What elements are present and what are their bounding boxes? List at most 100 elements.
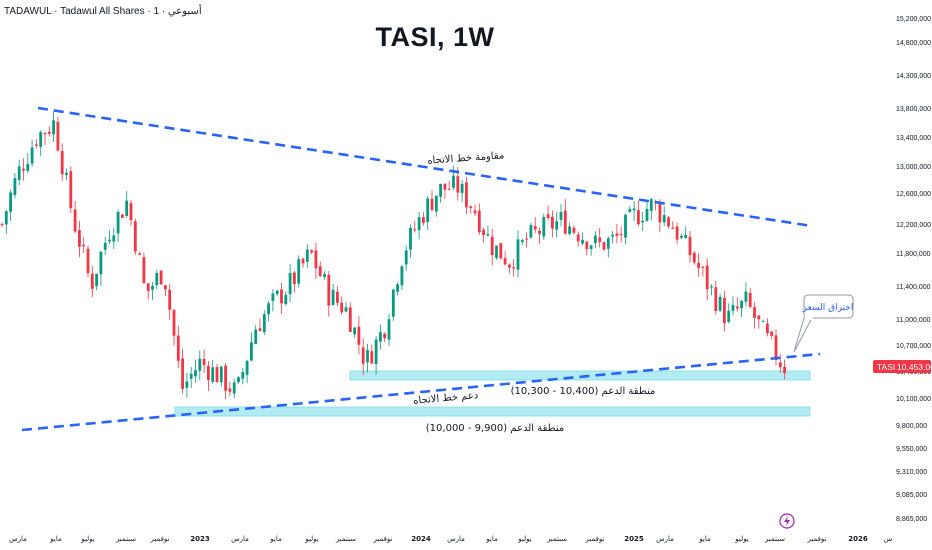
candle-body xyxy=(396,284,399,292)
candle-body xyxy=(783,366,786,374)
candles xyxy=(0,111,786,399)
x-tick-label: سبتمبر xyxy=(764,535,785,543)
x-tick-label: مارس xyxy=(656,535,674,543)
candle-body xyxy=(774,335,778,360)
candle-body xyxy=(348,307,352,333)
candle-body xyxy=(430,198,434,211)
x-tick-label: سبتمبر xyxy=(335,535,356,543)
candle-body xyxy=(284,294,288,305)
candle-body xyxy=(280,289,283,304)
candle-body xyxy=(52,120,55,135)
candle-body xyxy=(116,211,120,234)
candle-body xyxy=(422,217,425,224)
candle-body xyxy=(13,178,17,196)
candle-body xyxy=(637,210,640,225)
candle-body xyxy=(95,273,98,287)
candle-body xyxy=(529,224,533,238)
candle-body xyxy=(69,171,73,208)
candle-body xyxy=(202,359,206,366)
y-tick-label: 12,600,000 xyxy=(896,191,931,198)
candle-body xyxy=(662,215,666,223)
candle-body xyxy=(129,203,133,221)
candle-body xyxy=(409,227,412,250)
candle-body xyxy=(546,214,550,218)
breakout-callout: اختراق السعر xyxy=(793,294,854,353)
candle-body xyxy=(447,188,451,190)
x-tick-label: مايو xyxy=(269,535,282,543)
candle-body xyxy=(73,209,77,232)
x-tick-label: سبتمبر xyxy=(546,535,567,543)
candle-body xyxy=(533,226,537,230)
candle-body xyxy=(9,192,12,212)
candle-body xyxy=(207,365,210,380)
candle-body xyxy=(469,206,473,209)
y-tick-label: 10,100,000 xyxy=(896,396,931,403)
candle-body xyxy=(219,366,223,383)
candle-body xyxy=(520,239,524,242)
candle-body xyxy=(168,289,172,310)
candle-body xyxy=(761,320,765,322)
candle-body xyxy=(628,209,632,212)
x-tick-label: مايو xyxy=(49,535,62,543)
candle-body xyxy=(262,314,266,333)
candle-body xyxy=(748,292,752,307)
candle-body xyxy=(649,199,653,211)
candle-body xyxy=(576,234,580,242)
candle-body xyxy=(336,291,339,303)
candle-body xyxy=(572,227,576,233)
candle-body xyxy=(387,319,391,340)
candle-body xyxy=(258,328,262,331)
candle-body xyxy=(374,339,378,365)
candle-body xyxy=(667,217,670,227)
candle-body xyxy=(710,286,713,288)
candle-body xyxy=(439,183,442,197)
x-tick-label: يوليو xyxy=(304,535,318,543)
candle-body xyxy=(65,172,68,176)
y-tick-label: 13,400,000 xyxy=(896,135,931,142)
y-tick-label: 11,000,000 xyxy=(896,317,931,324)
candle-body xyxy=(675,226,679,240)
trendline-resistance xyxy=(37,106,813,228)
support-zones xyxy=(174,370,811,417)
candle-body xyxy=(624,214,627,238)
x-tick-label: نوفمبر xyxy=(807,535,827,543)
candle-body xyxy=(542,216,546,237)
y-axis: 15,200,000 14,800,000 14,300,000 13,800,000… xyxy=(896,16,931,523)
candle-body xyxy=(701,266,705,268)
candle-body xyxy=(39,132,43,147)
candle-body xyxy=(271,293,275,301)
candle-body xyxy=(189,373,193,379)
candle-body xyxy=(705,265,709,290)
candle-body xyxy=(121,214,124,218)
candle-body xyxy=(237,377,240,383)
candle-body xyxy=(305,249,309,262)
x-axis: مارس مايو يوليو سبتمبر نوفمبر 2023 مارس مايو يول… xyxy=(9,535,892,543)
candle-body xyxy=(30,147,34,164)
candle-body xyxy=(0,223,4,225)
candle-body xyxy=(228,388,232,392)
candle-body xyxy=(215,367,219,383)
y-tick-label: 9,550,000 xyxy=(896,446,927,453)
y-tick-label: 11,800,000 xyxy=(896,251,931,258)
candle-body xyxy=(723,297,726,324)
candle-body xyxy=(198,358,202,371)
x-tick-label: نوفمبر xyxy=(373,535,393,543)
candle-body xyxy=(671,227,675,229)
candle-body xyxy=(357,326,361,345)
candle-body xyxy=(176,335,180,361)
candle-body xyxy=(108,239,111,242)
candle-body xyxy=(456,176,460,193)
candle-body xyxy=(714,287,718,311)
candle-body xyxy=(619,233,623,235)
candle-body xyxy=(78,230,81,247)
candle-body xyxy=(611,234,614,237)
candle-body xyxy=(594,235,597,244)
candle-body xyxy=(568,226,571,234)
support-zone-2 xyxy=(174,406,811,417)
candle-body xyxy=(770,331,774,337)
candle-body xyxy=(735,306,739,309)
candle-body xyxy=(684,234,688,238)
x-tick-label: مارس xyxy=(447,535,465,543)
lightning-icon[interactable] xyxy=(779,513,795,529)
candle-body xyxy=(4,211,8,225)
